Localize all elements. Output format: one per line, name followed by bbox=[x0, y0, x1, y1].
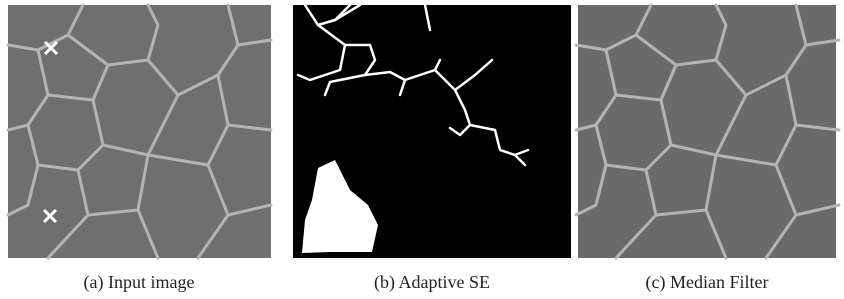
panel-adaptive-se bbox=[293, 5, 571, 258]
caption: (b) Adaptive SE bbox=[374, 272, 490, 293]
caption: (c) Median Filter bbox=[646, 272, 769, 293]
panel-input bbox=[8, 5, 271, 258]
panel-median-filter bbox=[576, 5, 839, 258]
caption: (a) Input image bbox=[84, 272, 195, 293]
figure: (a) Input image (b) Adaptive SE (c) Medi… bbox=[0, 0, 844, 299]
page: {"panels": [{"caption": "(a) Input image… bbox=[0, 0, 844, 299]
image bbox=[578, 5, 836, 258]
